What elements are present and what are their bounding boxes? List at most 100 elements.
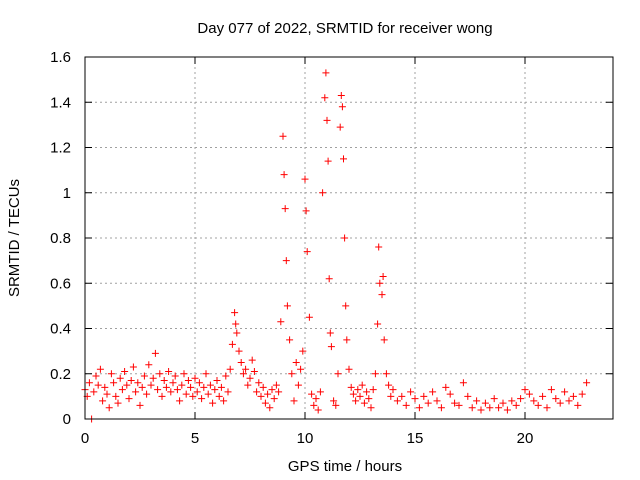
data-point — [248, 356, 256, 364]
data-point — [326, 329, 334, 337]
data-point — [499, 399, 507, 407]
data-point — [235, 347, 243, 355]
data-point — [244, 381, 252, 389]
data-point — [378, 291, 386, 299]
data-point — [420, 392, 428, 400]
data-point — [226, 365, 234, 373]
data-point — [340, 155, 347, 163]
data-point — [446, 390, 454, 398]
data-point — [393, 397, 401, 405]
data-point — [521, 386, 529, 394]
data-point — [257, 392, 265, 400]
data-point — [517, 395, 525, 403]
data-point — [481, 399, 489, 407]
data-point — [127, 377, 135, 385]
data-point — [255, 379, 263, 387]
data-point — [171, 372, 179, 380]
data-point — [437, 404, 445, 412]
data-point — [424, 399, 432, 407]
data-point — [314, 406, 322, 414]
data-point — [347, 383, 355, 391]
data-point — [282, 257, 290, 265]
data-point — [334, 370, 342, 378]
data-point — [503, 406, 511, 414]
data-point — [211, 386, 219, 394]
data-point — [539, 392, 547, 400]
x-axis-ticks: 0 5 10 15 20 — [81, 57, 533, 447]
data-point — [125, 395, 133, 403]
data-point — [281, 205, 289, 213]
data-point — [337, 91, 345, 99]
data-point — [354, 386, 362, 394]
data-point — [363, 388, 371, 396]
data-point — [324, 157, 332, 165]
data-point — [160, 377, 168, 385]
data-point — [486, 404, 494, 412]
data-point — [275, 388, 283, 396]
data-point — [101, 383, 109, 391]
data-point — [398, 392, 406, 400]
x-tick-label: 15 — [407, 430, 424, 447]
chart-title: Day 077 of 2022, SRMTID for receiver won… — [197, 20, 492, 37]
data-point — [508, 397, 516, 405]
data-point — [402, 401, 410, 409]
data-point — [231, 309, 239, 317]
y-tick-label: 0 — [63, 411, 71, 428]
y-tick-label: 0.6 — [50, 275, 71, 292]
x-tick-label: 0 — [81, 430, 89, 447]
data-point — [294, 381, 302, 389]
data-point — [169, 379, 177, 387]
data-point — [149, 374, 157, 382]
data-point — [143, 390, 151, 398]
data-point — [176, 397, 184, 405]
y-axis-title: SRMTID / TECUs — [6, 179, 23, 297]
data-point — [96, 365, 104, 373]
data-point — [525, 390, 533, 398]
data-point — [277, 318, 285, 326]
data-point — [224, 388, 232, 396]
data-point — [302, 207, 310, 215]
data-point — [107, 370, 115, 378]
data-point — [455, 401, 463, 409]
data-point — [268, 386, 276, 394]
data-point — [272, 381, 280, 389]
data-point — [323, 116, 331, 124]
data-point — [286, 336, 294, 344]
data-point — [561, 388, 569, 396]
data-point — [552, 395, 560, 403]
data-point — [343, 336, 351, 344]
data-point — [530, 397, 538, 405]
data-point — [105, 404, 113, 412]
data-point — [583, 379, 591, 387]
y-tick-label: 1.2 — [50, 140, 71, 157]
data-point — [490, 395, 498, 403]
data-point — [330, 397, 338, 405]
data-point — [327, 343, 335, 351]
data-point — [301, 175, 309, 183]
y-tick-label: 1.4 — [50, 94, 71, 111]
data-point — [158, 392, 166, 400]
data-point — [429, 388, 437, 396]
data-point — [305, 313, 313, 321]
data-point — [116, 374, 124, 382]
data-point — [94, 381, 102, 389]
data-point — [279, 132, 287, 140]
data-point — [180, 370, 188, 378]
data-point — [232, 320, 240, 328]
data-point — [376, 279, 384, 287]
data-point — [92, 372, 100, 380]
data-point — [114, 399, 122, 407]
data-point — [415, 404, 423, 412]
data-point — [385, 381, 393, 389]
y-tick-label: 1 — [63, 185, 71, 202]
y-tick-label: 0.8 — [50, 230, 71, 247]
data-point — [451, 399, 459, 407]
data-point — [184, 377, 192, 385]
data-point — [468, 404, 476, 412]
data-point — [110, 379, 118, 387]
data-point — [242, 365, 250, 373]
data-point — [138, 383, 146, 391]
data-point — [246, 374, 254, 382]
data-point — [283, 302, 291, 310]
